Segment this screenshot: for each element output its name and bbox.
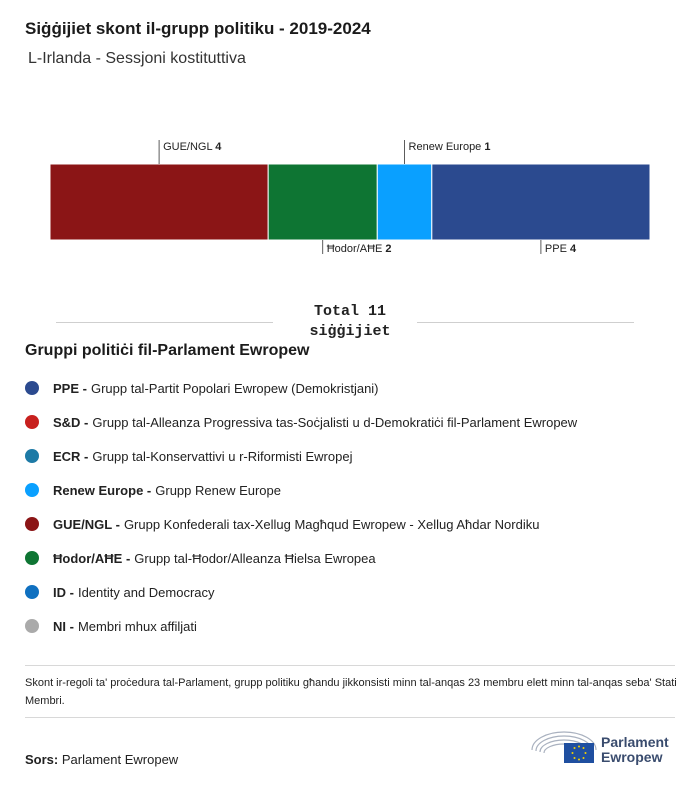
legend-name: Grupp tal-Partit Popolari Ewropew (Demok… — [90, 380, 379, 396]
bar-ppe — [431, 163, 651, 241]
greens-color-dot — [25, 551, 39, 565]
legend-name: Identity and Democracy — [77, 584, 215, 600]
renew-color-dot — [25, 483, 39, 497]
legend-abbr: NI - — [53, 618, 74, 634]
legend-abbr: Ħodor/AĦE - — [53, 550, 131, 566]
legend-name: Grupp tal-Alleanza Progressiva tas-Soċja… — [92, 414, 578, 430]
logo-line1: Parlament — [601, 734, 669, 750]
chart-title: Siġġijiet skont il-grupp politiku - 2019… — [25, 19, 371, 38]
legend-item-gue-ngl: GUE/NGL - Grupp Konfederali tax-Xellug M… — [25, 507, 685, 541]
parliament-logo: Parlament Ewropew — [530, 728, 680, 768]
logo-line2: Ewropew — [601, 749, 663, 765]
legend-item-greens: Ħodor/AĦE - Grupp tal-Ħodor/Alleanza Ħie… — [25, 541, 685, 575]
ppe-color-dot — [25, 381, 39, 395]
bar-gue-ngl — [49, 163, 269, 241]
stacked-bar-chart: GUE/NGL 4 Ħodor/AĦE 2 Renew Europe 1 PPE 4 — [49, 140, 651, 255]
source-label: Sors: — [25, 752, 59, 767]
footnote: Skont ir-regoli ta' proċedura tal-Parlam… — [25, 677, 677, 707]
legend-name: Grupp tal-Ħodor/Alleanza Ħielsa Ewropea — [134, 550, 376, 566]
legend-name: Membri mhux affiljati — [77, 618, 197, 634]
total-line2: siġġijiet — [309, 323, 391, 340]
gue-ngl-color-dot — [25, 517, 39, 531]
total-divider-right — [417, 322, 634, 323]
legend-abbr: ID - — [53, 584, 74, 600]
legend: PPE - Grupp tal-Partit Popolari Ewropew … — [25, 371, 685, 643]
legend-abbr: ECR - — [53, 448, 89, 464]
legend-item-renew: Renew Europe - Grupp Renew Europe — [25, 473, 685, 507]
total-seats: Total 11 siġġijiet — [275, 302, 425, 342]
note-divider-top — [25, 665, 675, 666]
bar-label--odor-a-e: Ħodor/AĦE 2 — [327, 243, 392, 255]
legend-name: Grupp tal-Konservattivi u r-Riformisti E… — [92, 448, 353, 464]
legend-item-ecr: ECR - Grupp tal-Konservattivi u r-Riform… — [25, 439, 685, 473]
ecr-color-dot — [25, 449, 39, 463]
bar-renew-europe — [376, 163, 433, 241]
legend-abbr: GUE/NGL - — [53, 516, 120, 532]
bar--odor-a-e — [267, 163, 378, 241]
source-value: Parlament Ewropew — [61, 752, 179, 767]
legend-item-ppe: PPE - Grupp tal-Partit Popolari Ewropew … — [25, 371, 685, 405]
parliament-hemicycle-icon — [531, 731, 597, 763]
source: Sors: Parlament Ewropew — [25, 752, 178, 767]
total-divider-left — [56, 322, 273, 323]
legend-abbr: PPE - — [53, 380, 87, 396]
ni-color-dot — [25, 619, 39, 633]
legend-title: Gruppi politiċi fil-Parlament Ewropew — [25, 342, 310, 359]
bar-label-gue-ngl: GUE/NGL 4 — [163, 141, 222, 153]
note-divider-bottom — [25, 717, 675, 718]
total-line1: Total 11 — [313, 303, 386, 320]
bar-label-renew-europe: Renew Europe 1 — [409, 141, 491, 153]
legend-abbr: Renew Europe - — [53, 482, 152, 498]
legend-name: Grupp Konfederali tax-Xellug Magħqud Ewr… — [123, 516, 540, 532]
bar-label-ppe: PPE 4 — [545, 243, 577, 255]
id-color-dot — [25, 585, 39, 599]
chart-subtitle: L-Irlanda - Sessjoni kostituttiva — [28, 50, 246, 67]
legend-abbr: S&D - — [53, 414, 89, 430]
sd-color-dot — [25, 415, 39, 429]
logo-text: Parlament Ewropew — [601, 735, 669, 765]
legend-item-sd: S&D - Grupp tal-Alleanza Progressiva tas… — [25, 405, 685, 439]
legend-name: Grupp Renew Europe — [155, 482, 281, 498]
legend-item-id: ID - Identity and Democracy — [25, 575, 685, 609]
legend-item-ni: NI - Membri mhux affiljati — [25, 609, 685, 643]
